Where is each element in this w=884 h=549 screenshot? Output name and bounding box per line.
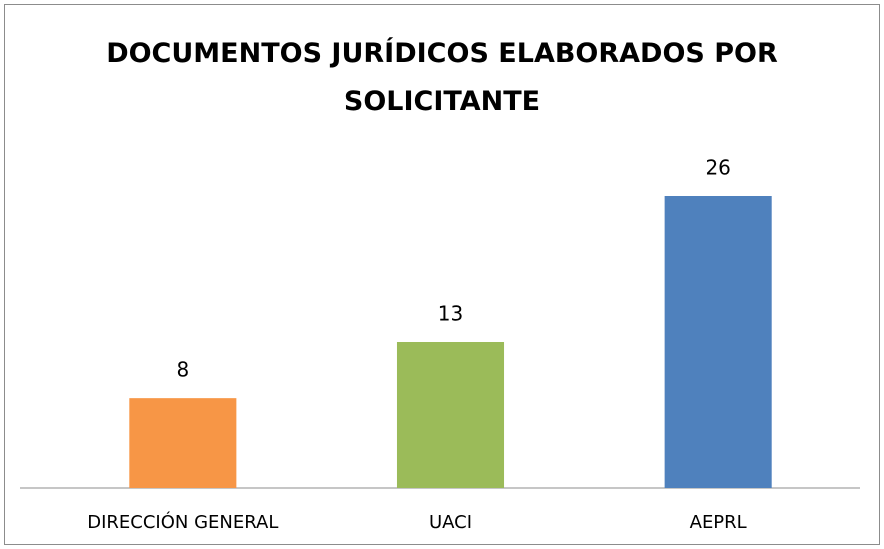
data-label: 8 xyxy=(176,358,189,382)
data-label: 13 xyxy=(438,302,463,326)
x-tick-label: UACI xyxy=(429,512,472,533)
data-label: 26 xyxy=(705,156,730,180)
bar xyxy=(396,342,505,488)
chart-title: DOCUMENTOS JURÍDICOS ELABORADOS POR SOLI… xyxy=(106,38,778,117)
x-tick-label: DIRECCIÓN GENERAL xyxy=(87,511,278,533)
bar xyxy=(129,398,237,488)
chart-frame xyxy=(4,4,880,545)
x-tick-label: AEPRL xyxy=(690,512,747,533)
bar xyxy=(664,196,772,488)
